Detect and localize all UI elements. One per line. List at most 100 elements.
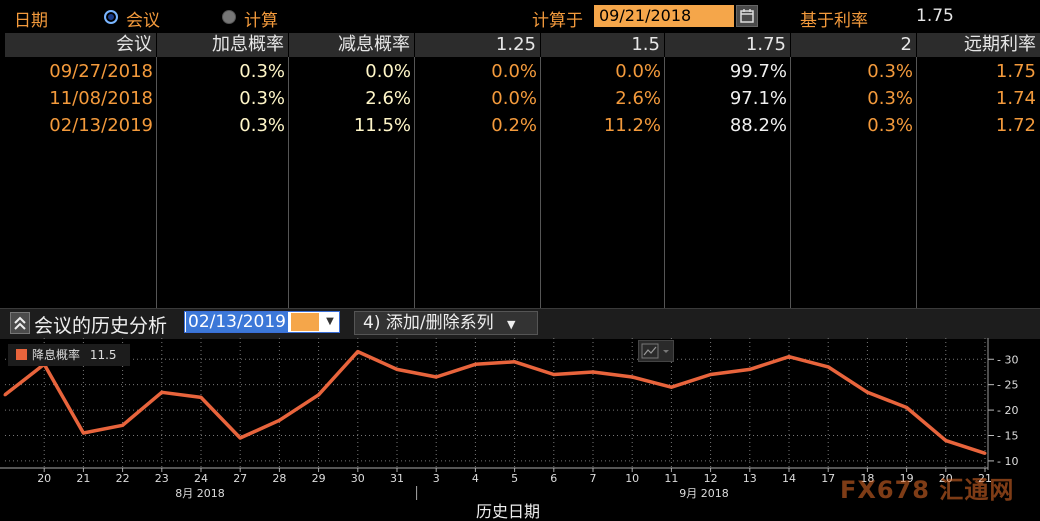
date-label: 日期	[14, 11, 48, 31]
calc-at-label: 计算于	[532, 11, 583, 31]
x-tick-label: 27	[233, 472, 247, 485]
data-point[interactable]	[199, 395, 203, 399]
x-tick-label: 31	[390, 472, 404, 485]
data-point[interactable]	[709, 373, 713, 376]
data-point[interactable]	[748, 367, 752, 371]
chevron-down-icon[interactable]: ▼	[326, 316, 334, 327]
x-tick-label: 14	[782, 472, 796, 485]
header-rate-2[interactable]: 2	[791, 33, 917, 57]
table-cell: 0.0%	[491, 88, 537, 109]
header-hike-prob[interactable]: 加息概率	[157, 33, 289, 57]
history-line-chart[interactable]: - 10 - 15 - 20 - 25 - 30 20 21 22 23 24 27 28 29 30 3…	[0, 338, 1040, 521]
table-cell-meeting-date[interactable]: 11/08/2018	[49, 88, 153, 109]
history-date-value[interactable]: 02/13/2019	[186, 312, 288, 332]
x-tick-label: 22	[116, 472, 130, 485]
calc-date-input[interactable]: 09/21/2018	[594, 5, 734, 27]
data-point[interactable]	[473, 362, 477, 366]
x-tick-label: 13	[743, 472, 757, 485]
calendar-button[interactable]	[736, 5, 758, 27]
add-remove-series-button[interactable]: 4) 添加/删除系列 ▼	[354, 311, 538, 335]
y-tick-label: - 15	[997, 430, 1018, 443]
data-point[interactable]	[905, 406, 909, 410]
table-cell: 97.1%	[729, 88, 787, 109]
column-divider	[791, 57, 917, 308]
table-cell: 99.7%	[729, 61, 787, 82]
table-cell: 0.0%	[365, 61, 411, 82]
y-tick-label: - 30	[997, 353, 1018, 366]
x-tick-label: 21	[76, 472, 90, 485]
base-rate-value: 1.75	[916, 6, 954, 26]
data-point[interactable]	[591, 370, 595, 374]
data-point[interactable]	[669, 385, 673, 389]
table-cell: 0.3%	[239, 115, 285, 136]
data-point[interactable]	[787, 355, 791, 359]
series-button-prefix: 4)	[363, 313, 381, 333]
x-tick-label: 4	[472, 472, 479, 485]
data-point[interactable]	[160, 390, 164, 394]
header-rate-1-5[interactable]: 1.5	[541, 33, 665, 57]
header-cut-prob[interactable]: 减息概率	[289, 33, 415, 57]
data-point[interactable]	[513, 360, 517, 364]
table-cell: 1.74	[995, 88, 1036, 109]
chart-legend[interactable]: 降息概率 11.5	[8, 344, 130, 366]
data-point[interactable]	[944, 439, 948, 443]
data-point[interactable]	[356, 350, 360, 354]
table-cell: 0.2%	[491, 115, 537, 136]
x-tick-label: 29	[312, 472, 326, 485]
x-tick-label: 11	[664, 472, 678, 485]
y-tick-label: - 20	[997, 404, 1018, 417]
collapse-button[interactable]	[10, 312, 30, 334]
month-label: 8月 2018	[175, 487, 225, 500]
legend-swatch	[16, 349, 27, 360]
table-cell-meeting-date[interactable]: 09/27/2018	[49, 61, 153, 82]
data-point[interactable]	[3, 393, 7, 397]
calendar-icon	[740, 9, 754, 23]
x-tick-label: 7	[590, 472, 597, 485]
radio-calc[interactable]	[222, 10, 236, 24]
chevron-down-icon: ▼	[507, 318, 516, 331]
data-point[interactable]	[395, 367, 399, 371]
data-point[interactable]	[826, 365, 830, 369]
table-cell: 0.0%	[615, 61, 661, 82]
x-tick-label: 6	[550, 472, 557, 485]
data-point[interactable]	[552, 373, 556, 376]
x-tick-label: 12	[704, 472, 718, 485]
radio-meeting-label[interactable]: 会议	[126, 11, 160, 31]
x-tick-label: 5	[511, 472, 518, 485]
data-point[interactable]	[983, 451, 987, 455]
header-forward-rate[interactable]: 远期利率	[917, 33, 1040, 57]
x-tick-label: 28	[272, 472, 286, 485]
x-tick-label: 19	[900, 472, 914, 485]
data-point[interactable]	[238, 436, 242, 440]
data-point[interactable]	[865, 390, 869, 394]
data-point[interactable]	[121, 423, 125, 427]
top-bar	[0, 0, 1040, 32]
column-divider	[665, 57, 791, 308]
column-divider	[415, 57, 541, 308]
column-divider	[5, 57, 157, 308]
history-title: 会议的历史分析	[34, 315, 168, 337]
data-point[interactable]	[434, 375, 438, 379]
table-cell: 0.3%	[867, 115, 913, 136]
header-meeting[interactable]: 会议	[5, 33, 157, 57]
data-point[interactable]	[630, 375, 634, 379]
x-tick-label: 20	[939, 472, 953, 485]
x-tick-label: 10	[625, 472, 639, 485]
double-chevron-up-icon	[14, 316, 26, 330]
header-rate-1-25[interactable]: 1.25	[415, 33, 541, 57]
data-point[interactable]	[317, 393, 321, 397]
x-tick-label: 23	[155, 472, 169, 485]
x-axis-title: 历史日期	[476, 502, 540, 521]
header-rate-1-75[interactable]: 1.75	[665, 33, 791, 57]
data-point[interactable]	[277, 418, 281, 422]
column-divider	[541, 57, 665, 308]
series-line-cut-probability[interactable]	[3, 349, 986, 455]
radio-meeting[interactable]	[104, 10, 118, 24]
chart-type-button[interactable]	[638, 340, 674, 362]
table-cell: 2.6%	[365, 88, 411, 109]
table-cell: 0.3%	[867, 88, 913, 109]
radio-calc-label[interactable]: 计算	[244, 11, 278, 31]
data-point[interactable]	[81, 431, 85, 435]
watermark: FX678 汇通网	[840, 476, 1015, 504]
table-cell-meeting-date[interactable]: 02/13/2019	[49, 115, 153, 136]
